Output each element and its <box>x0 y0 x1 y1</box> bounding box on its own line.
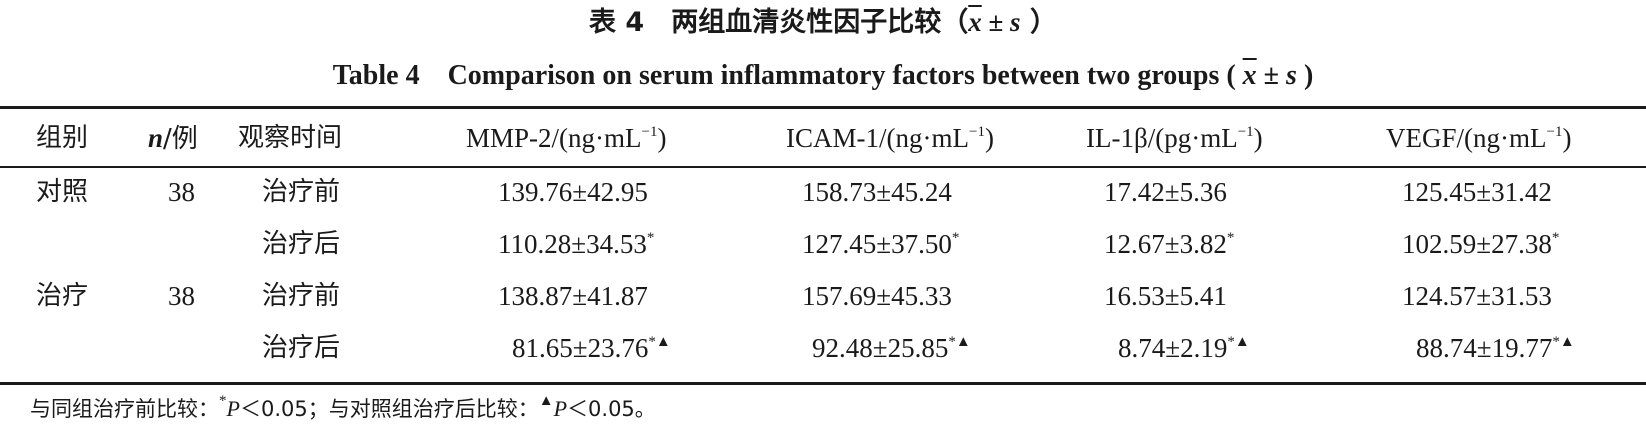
table-footnote: 与同组治疗前比较：*P＜0.05；与对照组治疗后比较：▲P＜0.05。 <box>30 394 656 424</box>
row-4-vegf-value: 88.74±19.77 <box>1416 333 1553 363</box>
table-header-rule <box>0 166 1646 168</box>
row-4-icam1-mark: *▲ <box>948 334 971 350</box>
row-4-mmp2-mark: *▲ <box>648 334 671 350</box>
row-2-il1b: 12.67±3.82* <box>1104 224 1234 264</box>
footnote-part1: 与同组治疗前比较： <box>30 397 219 421</box>
row-1-group: 对照 <box>36 177 89 207</box>
header-icam1: ICAM-1/(ng·mL−1) <box>786 118 994 158</box>
footnote-triangle: ▲ <box>538 393 554 409</box>
row-2-vegf-value: 102.59±27.38 <box>1402 229 1552 259</box>
row-3-mmp2: 138.87±41.87 <box>498 276 648 316</box>
row-4-il1b: 8.74±2.19*▲ <box>1118 328 1250 368</box>
header-il1b-text: IL-1β/(pg·mL <box>1086 123 1238 153</box>
title-cn-xbar: x <box>968 7 982 37</box>
row-2-mmp2-mark: * <box>646 230 655 246</box>
row-3-time: 治疗前 <box>262 281 341 311</box>
header-mmp2-text: MMP-2/(ng·mL <box>466 123 642 153</box>
row-2-vegf-mark: * <box>1551 230 1560 246</box>
row-2-il1b-value: 12.67±3.82 <box>1104 229 1227 259</box>
row-3-il1b: 16.53±5.41 <box>1104 276 1227 316</box>
row-1-vegf: 125.45±31.42 <box>1402 172 1552 212</box>
row-1-time: 治疗前 <box>262 177 341 207</box>
row-1-mmp2: 139.76±42.95 <box>498 172 648 212</box>
header-vegf-close: ) <box>1562 123 1572 153</box>
header-group: 组别 <box>36 123 89 153</box>
title-cn-suffix: ） <box>1020 7 1057 38</box>
footnote-p2: P <box>553 396 568 421</box>
row-1-vegf-value: 125.45±31.42 <box>1402 177 1552 207</box>
footnote-val1: ＜0.05；与对照组治疗后比较： <box>239 397 539 421</box>
row-4-vegf: 88.74±19.77*▲ <box>1416 328 1575 368</box>
row-4-vegf-mark: *▲ <box>1552 334 1575 350</box>
row-3-vegf: 124.57±31.53 <box>1402 276 1552 316</box>
row-1-il1b-value: 17.42±5.36 <box>1104 177 1227 207</box>
row-3-vegf-value: 124.57±31.53 <box>1402 281 1552 311</box>
row-4-mmp2: 81.65±23.76*▲ <box>512 328 671 368</box>
header-vegf-exp: −1 <box>1546 124 1563 140</box>
row-2-vegf: 102.59±27.38* <box>1402 224 1559 264</box>
header-icam1-exp: −1 <box>968 124 985 140</box>
table-title-chinese: 表 4 两组血清炎性因子比较（x ± s ） <box>0 2 1646 43</box>
row-2-time: 治疗后 <box>262 229 341 259</box>
row-3-n: 38 <box>168 281 195 311</box>
row-2-mmp2: 110.28±34.53* <box>498 224 654 264</box>
title-cn-s: s <box>1010 7 1021 37</box>
header-vegf: VEGF/(ng·mL−1) <box>1386 118 1571 158</box>
header-n-italic: n <box>148 123 164 153</box>
footnote-val2: ＜0.05。 <box>567 397 656 421</box>
header-icam1-close: ) <box>984 123 994 153</box>
title-en-xbar: x <box>1242 60 1257 91</box>
row-3-mmp2-value: 138.87±41.87 <box>498 281 648 311</box>
header-time: 观察时间 <box>238 123 343 153</box>
row-2-il1b-mark: * <box>1226 230 1235 246</box>
row-4-time: 治疗后 <box>262 333 341 363</box>
row-1-n: 38 <box>168 177 195 207</box>
footnote-star: * <box>219 393 227 409</box>
header-il1b-close: ) <box>1253 123 1263 153</box>
title-en-suffix: ) <box>1296 60 1314 91</box>
header-mmp2-exp: −1 <box>641 124 658 140</box>
row-1-mmp2-value: 139.76±42.95 <box>498 177 648 207</box>
header-n: n/例 <box>148 118 198 159</box>
table-title-english: Table 4 Comparison on serum inflammatory… <box>0 56 1646 96</box>
header-mmp2-close: ) <box>657 123 667 153</box>
row-4-il1b-mark: *▲ <box>1227 334 1250 350</box>
title-en-pm: ± <box>1256 60 1287 91</box>
table-bottom-rule <box>0 382 1646 385</box>
title-cn-pm: ± <box>981 7 1011 37</box>
row-2-icam1-value: 127.45±37.50 <box>802 229 952 259</box>
row-1-icam1-value: 158.73±45.24 <box>802 177 952 207</box>
table-top-rule <box>0 106 1646 109</box>
row-3-icam1-value: 157.69±45.33 <box>802 281 952 311</box>
row-3-il1b-value: 16.53±5.41 <box>1104 281 1227 311</box>
row-2-mmp2-value: 110.28±34.53 <box>498 229 647 259</box>
row-4-mmp2-value: 81.65±23.76 <box>512 333 649 363</box>
row-4-icam1: 92.48±25.85*▲ <box>812 328 971 368</box>
row-2-icam1: 127.45±37.50* <box>802 224 959 264</box>
title-cn-text: 表 4 两组血清炎性因子比较（ <box>589 7 969 38</box>
row-3-group: 治疗 <box>36 281 89 311</box>
header-il1b-exp: −1 <box>1237 124 1254 140</box>
row-4-il1b-value: 8.74±2.19 <box>1118 333 1228 363</box>
header-mmp2: MMP-2/(ng·mL−1) <box>466 118 666 158</box>
row-2-icam1-mark: * <box>951 230 960 246</box>
header-n-unit: /例 <box>163 124 198 154</box>
title-en-text: Table 4 Comparison on serum inflammatory… <box>332 60 1236 91</box>
row-3-icam1: 157.69±45.33 <box>802 276 952 316</box>
footnote-p1: P <box>226 396 240 421</box>
header-vegf-text: VEGF/(ng·mL <box>1386 123 1547 153</box>
row-4-icam1-value: 92.48±25.85 <box>812 333 949 363</box>
row-1-il1b: 17.42±5.36 <box>1104 172 1227 212</box>
row-1-icam1: 158.73±45.24 <box>802 172 952 212</box>
title-en-s: s <box>1286 60 1297 91</box>
header-il1b: IL-1β/(pg·mL−1) <box>1086 118 1263 158</box>
header-icam1-text: ICAM-1/(ng·mL <box>786 123 969 153</box>
